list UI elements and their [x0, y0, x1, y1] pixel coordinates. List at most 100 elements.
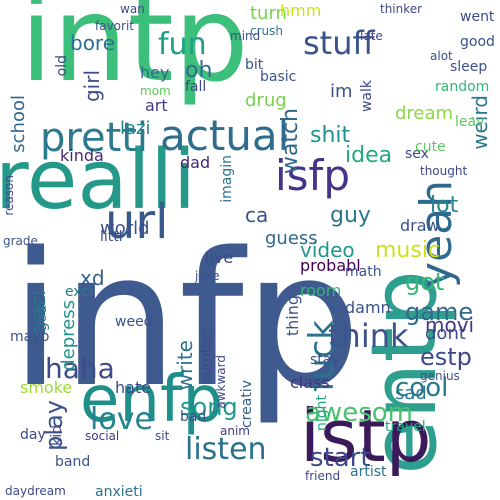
word-hey: hey — [140, 63, 170, 82]
word-cool: cool — [395, 373, 449, 403]
word-crush: crush — [250, 24, 283, 38]
word-bad: bad — [180, 409, 207, 425]
word-art: art — [145, 96, 168, 115]
word-smoke: smoke — [20, 378, 73, 397]
word-old: old — [54, 55, 70, 77]
word-thing: thing — [283, 295, 302, 337]
word-probabl: probabl — [300, 256, 361, 275]
word-dad: dad — [180, 153, 211, 172]
word-daydream: daydream — [5, 484, 66, 498]
word-mayb: mayb — [10, 329, 50, 345]
word-love: love — [90, 402, 153, 437]
word-imagin: imagin — [219, 155, 235, 203]
word-music: music — [375, 238, 441, 263]
word-leav: leav — [455, 114, 485, 130]
word-pretti: pretti — [40, 115, 149, 161]
word-estp: estp — [420, 343, 472, 371]
word-room: room — [300, 281, 342, 300]
word-damn: damn — [345, 298, 391, 317]
word-joke: joke — [195, 269, 220, 283]
word-school: school — [8, 95, 29, 153]
word-favorit: favorit — [95, 19, 134, 33]
word-dream: dream — [395, 103, 454, 124]
word-sit: sit — [155, 429, 170, 443]
word-im: im — [330, 81, 353, 102]
word-girl: girl — [80, 70, 104, 103]
word-band: band — [55, 454, 91, 470]
word-awesom: awesom — [305, 398, 413, 428]
word-sex: sex — [405, 146, 429, 162]
word-game: game — [405, 298, 474, 326]
word-social: social — [85, 429, 120, 443]
word-hate: hate — [115, 378, 152, 397]
word-isfp: isfp — [275, 151, 350, 200]
word-late: late — [360, 29, 383, 43]
word-start: start — [310, 443, 371, 473]
word-fall: fall — [185, 79, 207, 95]
word-idea: idea — [345, 143, 393, 168]
word-creativ: creativ — [239, 380, 255, 429]
word-alot: alot — [430, 49, 453, 63]
word-xd: xd — [80, 266, 105, 290]
word-grade: grade — [3, 234, 38, 248]
word-class: class — [290, 373, 330, 392]
word-day: day — [20, 427, 46, 443]
word-dont: dont — [425, 323, 466, 344]
word-live: live — [205, 248, 234, 267]
word-turn: turn — [250, 3, 287, 24]
word-night: night — [314, 395, 330, 432]
word-got: got — [405, 268, 445, 296]
word-exci: exci — [65, 284, 93, 300]
word-watch: watch — [278, 108, 303, 175]
word-song: song — [180, 393, 238, 421]
word-genius: genius — [420, 369, 460, 383]
word-sad: sad — [395, 383, 427, 404]
word-god: god — [34, 305, 50, 332]
word-draw: draw — [400, 216, 440, 235]
word-anxieti: anxieti — [95, 484, 143, 500]
word-depress: depress — [58, 300, 79, 371]
word-realli: realli — [0, 133, 196, 228]
word-hmm: hmm — [280, 1, 322, 20]
word-friend: friend — [305, 469, 341, 483]
word-bit: bit — [245, 57, 264, 73]
word-kid: kid — [49, 425, 65, 446]
word-stay: stay — [310, 352, 340, 368]
word-travel: travel — [385, 419, 426, 435]
word-awkward: awkward — [214, 355, 228, 409]
word-math: math — [345, 264, 382, 280]
word-world: world — [100, 218, 150, 239]
word-wan: wan — [120, 2, 145, 16]
word-write: write — [173, 340, 197, 391]
word-mom: mom — [140, 84, 171, 98]
word-haha: haha — [45, 352, 115, 385]
word-cute: cute — [415, 139, 446, 155]
word-think: think — [328, 317, 409, 355]
word-enfp: enfp — [80, 363, 224, 437]
word-sleep: sleep — [450, 59, 488, 75]
word-basic: basic — [260, 69, 297, 85]
word-actual: actual — [160, 111, 290, 160]
word-bore: bore — [70, 31, 116, 55]
word-stuff: stuff — [303, 24, 375, 62]
word-movi: movi — [425, 313, 475, 337]
word-guess: guess — [265, 228, 318, 249]
word-thinker: thinker — [380, 2, 423, 16]
word-thought: thought — [420, 164, 468, 178]
word-good: good — [460, 34, 495, 50]
word-fun: fun — [158, 27, 207, 62]
word-mind: mind — [230, 29, 261, 43]
word-littl: littl — [100, 229, 123, 245]
word-video: video — [300, 238, 355, 262]
word-ca: ca — [245, 203, 269, 227]
word-lot: lot — [430, 193, 459, 218]
word-listen: listen — [185, 432, 267, 467]
word-number: number — [199, 330, 215, 385]
word-walk: walk — [359, 80, 375, 113]
word-shit: shit — [310, 123, 351, 148]
word-lazi: lazi — [120, 118, 151, 139]
word-oh: oh — [185, 58, 213, 83]
word-guy: guy — [330, 203, 371, 228]
word-intp: intp — [20, 0, 249, 108]
word-kinda: kinda — [60, 146, 104, 165]
